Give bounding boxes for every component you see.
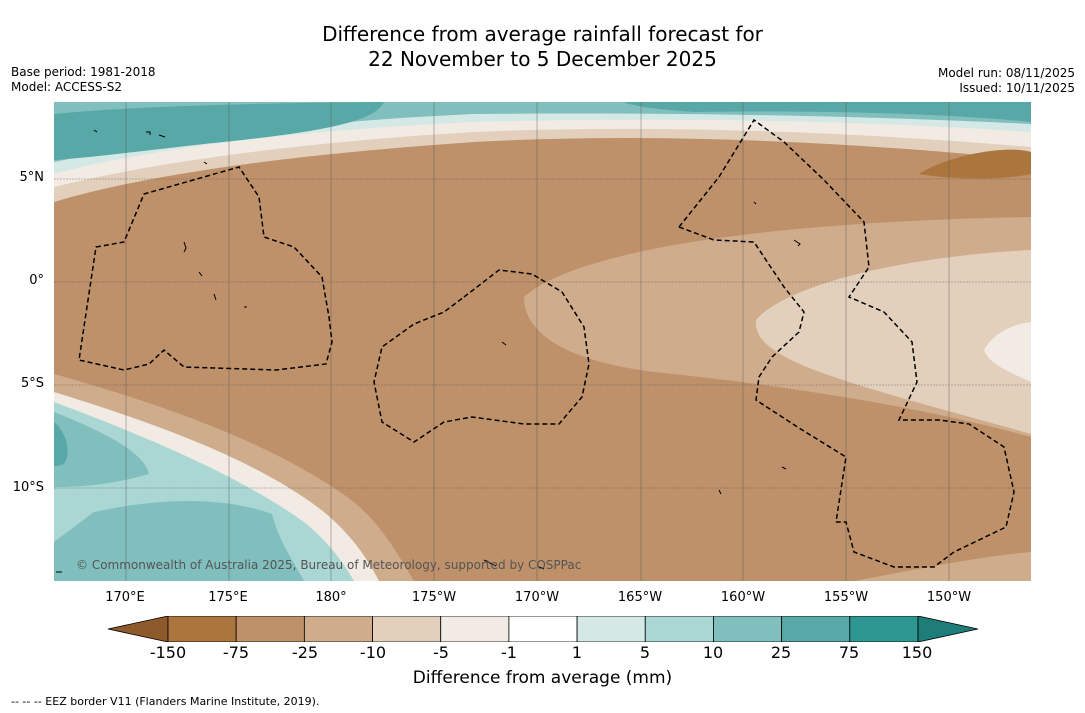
- colorbar-segment: [849, 616, 919, 642]
- lon-label-175e: 175°E: [208, 590, 248, 605]
- colorbar-tick: 150: [901, 643, 933, 662]
- colorbar-segment: [508, 616, 578, 642]
- colorbar-segment: [440, 616, 510, 642]
- colorbar-segment: [576, 616, 646, 642]
- base-period: Base period: 1981-2018: [11, 65, 156, 79]
- lat-label-0: 0°: [29, 273, 44, 288]
- eez-border-kiribati-west: [78, 166, 333, 371]
- east-white-patch: [984, 322, 1031, 382]
- colorbar-tick: -5: [433, 643, 449, 662]
- colorbar-tick: -10: [359, 643, 387, 662]
- meta-left: Base period: 1981-2018 Model: ACCESS-S2: [11, 65, 156, 95]
- rainfall-map: [54, 102, 1031, 581]
- colorbar-tick: 1: [571, 643, 583, 662]
- lon-label-170e: 170°E: [105, 590, 145, 605]
- colorbar-segment: [781, 616, 851, 642]
- north-east-teal: [624, 102, 1031, 122]
- map-svg: [54, 102, 1031, 581]
- lat-label-5s: 5°S: [20, 376, 44, 391]
- colorbar-arrow-high: [917, 616, 978, 642]
- lon-label-160w: 160°W: [720, 590, 766, 605]
- lon-label-155w: 155°W: [823, 590, 869, 605]
- copyright-credit: © Commonwealth of Australia 2025, Bureau…: [76, 558, 582, 572]
- meta-right: Model run: 08/11/2025 Issued: 10/11/2025: [938, 66, 1075, 96]
- colorbar-tick: -25: [291, 643, 319, 662]
- colorbar-segment: [372, 616, 442, 642]
- colorbar-tick: -1: [501, 643, 517, 662]
- colorbar-segment: [235, 616, 305, 642]
- eez-border-line-islands: [678, 118, 1015, 568]
- model-name: Model: ACCESS-S2: [11, 80, 123, 94]
- colorbar-segment: [644, 616, 714, 642]
- eez-footnote: -- -- -- EEZ border V11 (Flanders Marine…: [11, 695, 320, 708]
- colorbar: [108, 616, 978, 642]
- south-band-teal-2: [54, 500, 304, 581]
- colorbar-tick: 75: [838, 643, 860, 662]
- colorbar-tick: -75: [222, 643, 250, 662]
- colorbar-segments: [108, 616, 978, 642]
- south-band-dark-teal: [54, 422, 68, 466]
- central-lighter-band: [755, 250, 1031, 434]
- north-band-dark-teal: [54, 102, 384, 160]
- title-line-1: Difference from average rainfall forecas…: [322, 22, 763, 46]
- colorbar-tick: -150: [149, 643, 187, 662]
- map-title: Difference from average rainfall forecas…: [0, 22, 1085, 72]
- lat-label-5n: 5°N: [19, 170, 45, 185]
- eez-borders: [78, 118, 1015, 568]
- issued-date: Issued: 10/11/2025: [959, 81, 1075, 95]
- lon-label-150w: 150°W: [926, 590, 972, 605]
- colorbar-segment: [167, 616, 237, 642]
- lat-label-10s: 10°S: [12, 480, 44, 495]
- south-east-light-band: [854, 552, 1031, 581]
- south-band-teal: [54, 412, 149, 487]
- colorbar-label: Difference from average (mm): [412, 668, 673, 688]
- lon-label-170w: 170°W: [514, 590, 560, 605]
- lon-label-165w: 165°W: [617, 590, 663, 605]
- colorbar-tick: 10: [702, 643, 724, 662]
- colorbar-tick: 25: [770, 643, 792, 662]
- lon-label-175w: 175°W: [411, 590, 457, 605]
- eez-border-kiribati-central: [373, 269, 590, 443]
- eez-border-kiribati-east: [678, 226, 847, 523]
- islands: [56, 129, 801, 573]
- lon-label-180: 180°: [315, 590, 347, 605]
- north-east-dry-patch: [919, 149, 1031, 179]
- title-line-2: 22 November to 5 December 2025: [368, 47, 717, 71]
- colorbar-segment: [713, 616, 783, 642]
- colorbar-segment: [303, 616, 373, 642]
- model-run: Model run: 08/11/2025: [937, 66, 1075, 80]
- colorbar-arrow-low: [108, 616, 169, 642]
- colorbar-tick: 5: [639, 643, 651, 662]
- graticule: [54, 102, 1031, 581]
